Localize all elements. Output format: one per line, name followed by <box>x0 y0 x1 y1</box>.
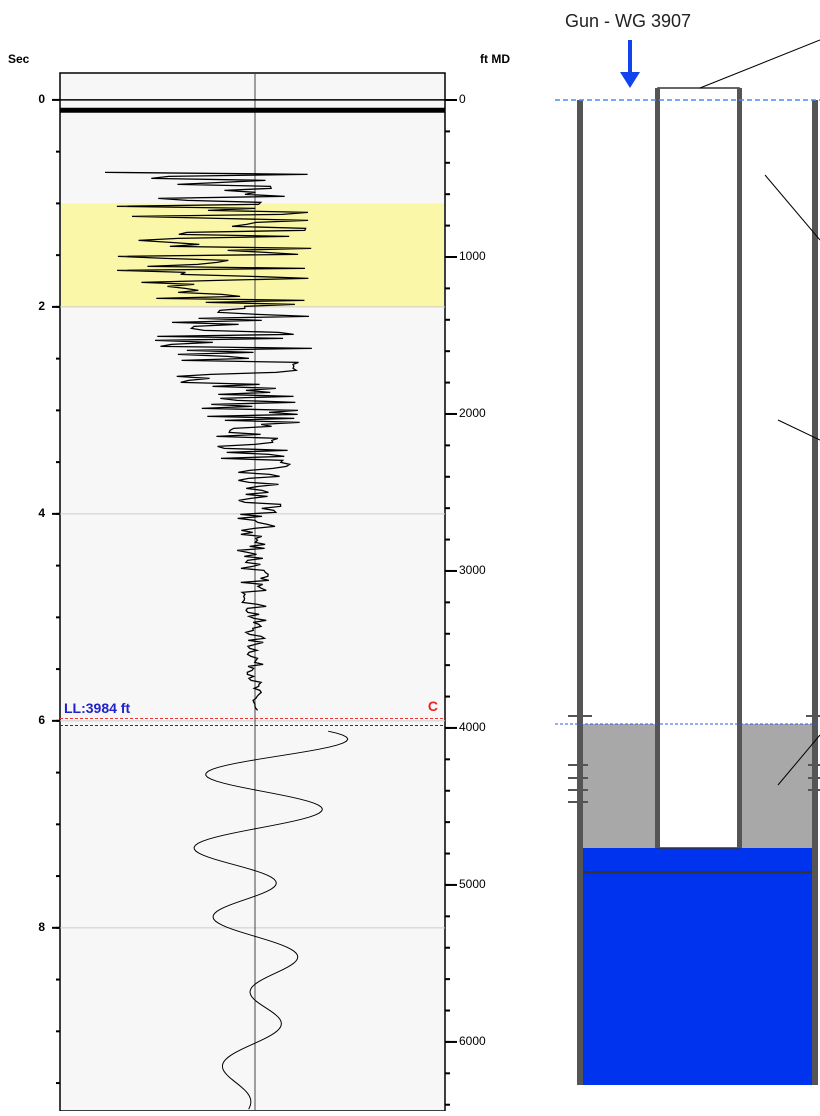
depth-tick-label: 3000 <box>459 563 486 577</box>
casing-wall <box>577 100 583 1085</box>
time-axis-label: Sec <box>8 52 30 66</box>
marker-flag: C <box>428 698 438 714</box>
time-tick-label: 8 <box>38 920 45 934</box>
tubing-interior <box>657 87 740 849</box>
time-tick-label: 6 <box>38 713 45 727</box>
plot: 0 2 4 6 8 0 1000 2000 3000 4000 5000 6000 LL:3984 ft… <box>38 73 486 1111</box>
trace <box>193 730 349 1110</box>
depth-tick-label: 1000 <box>459 249 486 263</box>
collar-marks <box>568 715 820 803</box>
depth-tick-label: 6000 <box>459 1034 486 1048</box>
time-tick-label: 4 <box>38 506 45 520</box>
liquid-level-label: LL:3984 ft <box>64 700 130 716</box>
time-tick-label: 0 <box>38 92 45 106</box>
tubing-wall <box>737 88 742 848</box>
leader-lines <box>699 39 820 786</box>
tubing-wall <box>655 88 660 848</box>
gun-label: Gun - WG 3907 <box>565 11 691 31</box>
casing-wall <box>812 100 818 1085</box>
liquid <box>583 848 812 1085</box>
time-tick-label: 2 <box>38 299 45 313</box>
depth-axis-label: ft MD <box>480 52 510 66</box>
depth-tick-label: 5000 <box>459 877 486 891</box>
wellbore-diagram <box>555 39 820 1085</box>
gun-arrow-head <box>620 72 640 88</box>
trace <box>105 171 312 711</box>
depth-tick-label: 2000 <box>459 406 486 420</box>
depth-tick-label: 0 <box>459 92 466 106</box>
depth-tick-label: 4000 <box>459 720 486 734</box>
